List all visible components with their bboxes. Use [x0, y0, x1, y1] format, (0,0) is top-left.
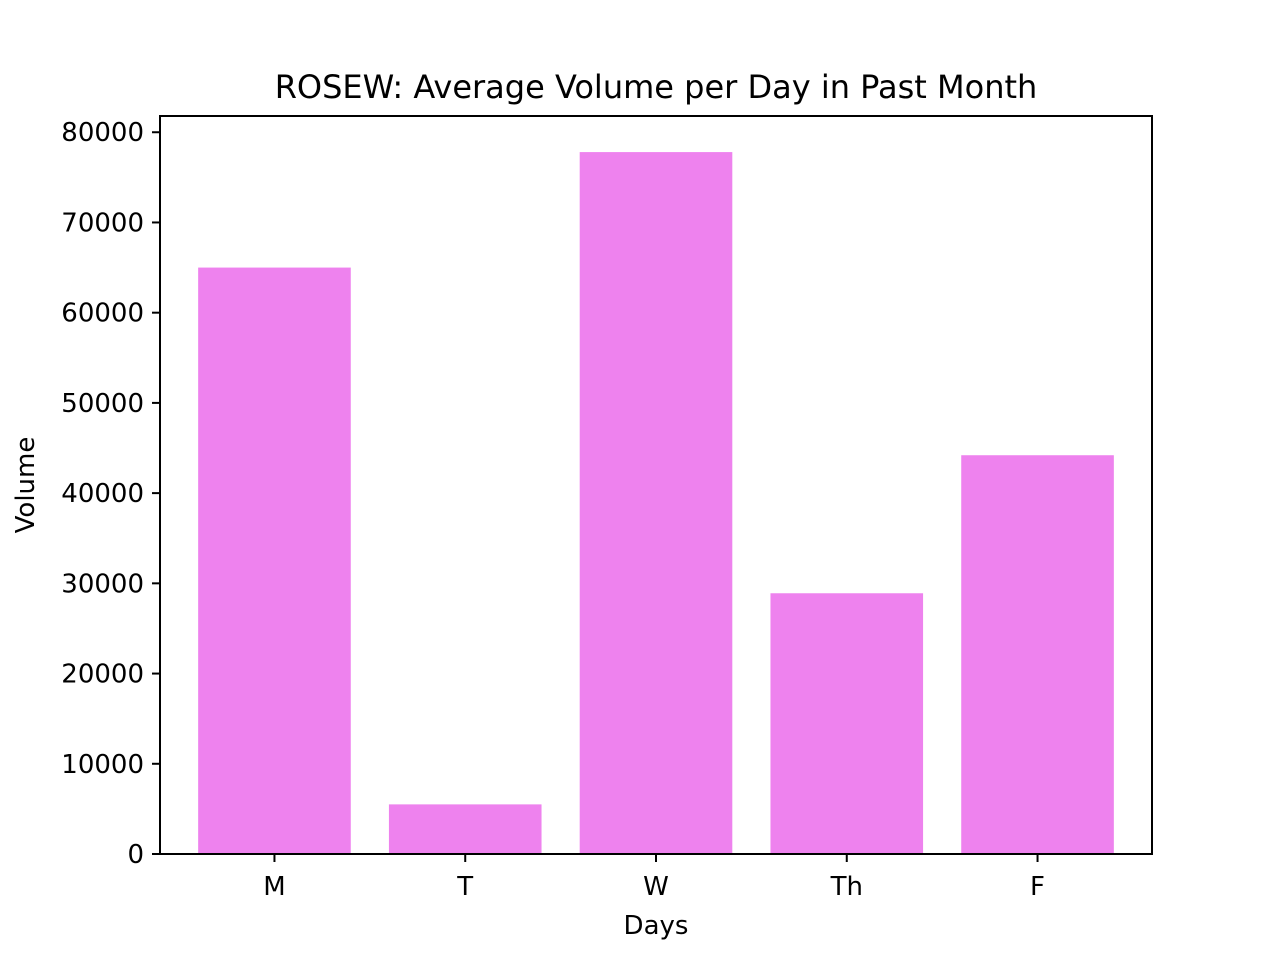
x-tick-label: M	[263, 872, 285, 902]
x-axis-label: Days	[624, 911, 689, 941]
y-tick-label: 80000	[61, 118, 144, 148]
y-axis-label: Volume	[11, 437, 41, 534]
bars-group	[198, 152, 1114, 854]
y-tick-label: 30000	[61, 569, 144, 599]
bar-m	[198, 267, 351, 854]
bar-w	[579, 152, 733, 854]
x-tick-label: Th	[830, 872, 863, 902]
y-tick-label: 40000	[61, 479, 144, 509]
y-tick-label: 60000	[61, 299, 144, 329]
bar-f	[961, 455, 1114, 854]
plot-frame	[159, 115, 1153, 855]
y-tick-label: 70000	[61, 208, 144, 238]
x-tick-label: F	[1030, 872, 1045, 902]
x-tick-label: T	[456, 872, 473, 902]
y-axis: 0 10000 20000 30000 40000 50000 60000 70000 8000…	[61, 118, 160, 870]
y-tick-label: 10000	[61, 750, 144, 780]
y-tick-label: 0	[127, 840, 144, 870]
bar-th	[770, 593, 924, 854]
y-tick-label: 50000	[61, 389, 144, 419]
y-tick-label: 20000	[61, 660, 144, 690]
chart-title: ROSEW: Average Volume per Day in Past Mo…	[275, 68, 1038, 106]
bar-t	[388, 804, 542, 854]
x-axis: M T W Th F	[263, 854, 1045, 902]
x-tick-label: W	[643, 872, 669, 902]
